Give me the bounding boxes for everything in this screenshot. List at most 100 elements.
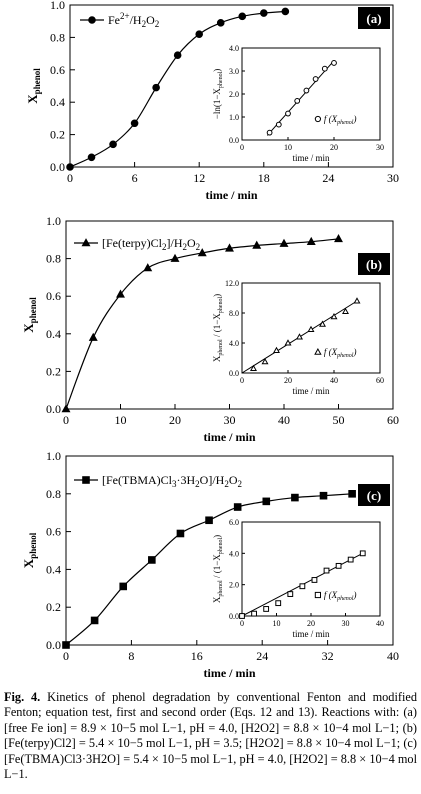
inset-data-point <box>312 76 319 82</box>
x-tick-label: 18 <box>258 171 270 185</box>
inset-frame <box>241 47 381 141</box>
legend-label-text: [Fe(terpy)Cl <box>102 236 163 250</box>
x-axis-label: time / min <box>206 188 258 202</box>
inset-x-tick-label: 20 <box>330 143 338 152</box>
inset-legend-label: f (Xphenol) <box>324 590 357 602</box>
inset-y-label-sub: phenol <box>218 339 224 356</box>
x-tick-label: 30 <box>387 171 399 185</box>
figure-caption: Fig. 4. Kinetics of phenol degradation b… <box>4 690 417 782</box>
legend-label-text: O] <box>200 473 213 487</box>
inset-data-point <box>287 591 294 597</box>
data-point <box>66 163 74 171</box>
y-tick-label: 0.6 <box>50 63 65 77</box>
legend-label-sub: 2 <box>182 242 187 252</box>
inset-data-point <box>294 98 301 104</box>
legend-label-sup: 2+ <box>120 11 130 21</box>
inset-x-tick-label: 20 <box>284 376 292 385</box>
x-tick-label: 10 <box>115 413 127 427</box>
inset-x-tick-label: 0 <box>240 619 244 628</box>
inset-y-label-x: X <box>212 88 222 95</box>
inset-data-point <box>285 110 291 117</box>
inset-legend-label: f (Xphenol) <box>324 114 357 126</box>
inset-y-label-text: ) <box>212 294 222 297</box>
plot-frame <box>69 4 394 168</box>
x-tick-label: 40 <box>387 649 399 663</box>
data-point <box>116 289 125 298</box>
inset-data-point <box>250 364 257 372</box>
x-tick-label: 0 <box>63 649 69 663</box>
inset-data-point <box>335 562 342 569</box>
data-point <box>62 641 70 649</box>
inset-data-point <box>284 339 292 346</box>
inset-data-point <box>299 583 306 590</box>
legend-marker <box>88 16 96 24</box>
legend-label-text: O <box>229 473 238 487</box>
data-point <box>152 83 160 92</box>
legend-marker <box>81 238 91 247</box>
data-point <box>197 248 207 257</box>
inset-data-point <box>307 325 315 333</box>
x-tick-label: 24 <box>256 649 268 663</box>
inset-legend-text: f ( <box>324 590 333 600</box>
data-point <box>319 491 328 500</box>
inset-x-tick-label: 40 <box>376 619 384 628</box>
inset-data-point <box>330 312 338 320</box>
inset-legend-x: X <box>331 347 338 357</box>
inset-x-tick-label: 10 <box>273 619 281 628</box>
legend-label-sub: 2 <box>224 479 229 489</box>
x-tick-label: 6 <box>132 171 138 185</box>
inset-data-point <box>331 60 337 66</box>
panel-label: (b) <box>366 257 382 272</box>
inset-x-tick-label: 60 <box>376 376 384 385</box>
inset-data-point <box>273 346 280 354</box>
y-tick-label: 1.0 <box>46 449 61 463</box>
data-point <box>130 119 139 128</box>
y-axis-label-main: X <box>21 323 36 333</box>
x-tick-label: 32 <box>322 649 334 663</box>
y-axis-label-sub: phenol <box>32 68 42 95</box>
inset-legend-text: ) <box>352 114 356 124</box>
inset-y-axis-label: Xphenol​ / (1−Xphenol​) <box>212 535 224 603</box>
y-axis-label-sub: phenol <box>28 532 38 559</box>
y-tick-label: 0.8 <box>46 487 61 501</box>
inset-y-label-sub: phenol <box>218 580 224 597</box>
y-tick-label: 0.8 <box>50 30 65 44</box>
inset-legend-sub: phenol <box>336 596 354 602</box>
inset-data-point <box>321 65 328 72</box>
x-tick-label: 20 <box>169 413 181 427</box>
data-point <box>88 332 98 341</box>
caption-text: Kinetics of phenol degradation by conven… <box>4 690 417 782</box>
inset-x-tick-label: 0 <box>240 143 244 152</box>
inset-x-axis-label: time / min <box>293 629 330 639</box>
inset-data-point <box>359 550 366 557</box>
inset-legend-text: ) <box>352 590 356 600</box>
panel-label: (a) <box>366 11 381 26</box>
y-tick-label: 0.0 <box>46 638 61 652</box>
inset-y-label-sub: phenol <box>218 297 224 314</box>
inset-y-tick-label: 4.0 <box>229 549 239 558</box>
inset-legend-marker <box>314 115 321 123</box>
inset-data-point <box>266 129 273 136</box>
data-point <box>334 234 343 243</box>
data-point <box>225 243 234 252</box>
inset-legend-x: X <box>331 114 338 124</box>
inset-x-axis-label: time / min <box>293 386 330 396</box>
inset-data-point <box>263 606 270 612</box>
inset-legend-text: f ( <box>324 347 333 357</box>
x-tick-label: 50 <box>333 413 345 427</box>
inset-legend-text: f ( <box>324 114 333 124</box>
inset-y-tick-label: 2.0 <box>229 581 239 590</box>
x-tick-label: 8 <box>128 649 134 663</box>
data-point <box>61 404 71 413</box>
inset-x-tick-label: 10 <box>284 143 292 152</box>
inset-y-tick-label: 4.0 <box>229 44 239 53</box>
y-tick-label: 0.4 <box>50 95 65 109</box>
legend-label-text: ] <box>166 236 170 250</box>
inset-y-label-x: X <box>212 355 222 362</box>
inset-x-tick-label: 30 <box>342 619 350 628</box>
y-tick-label: 0.2 <box>46 600 61 614</box>
legend-label: [Fe(terpy)Cl2]/H2O2​ <box>102 236 200 252</box>
